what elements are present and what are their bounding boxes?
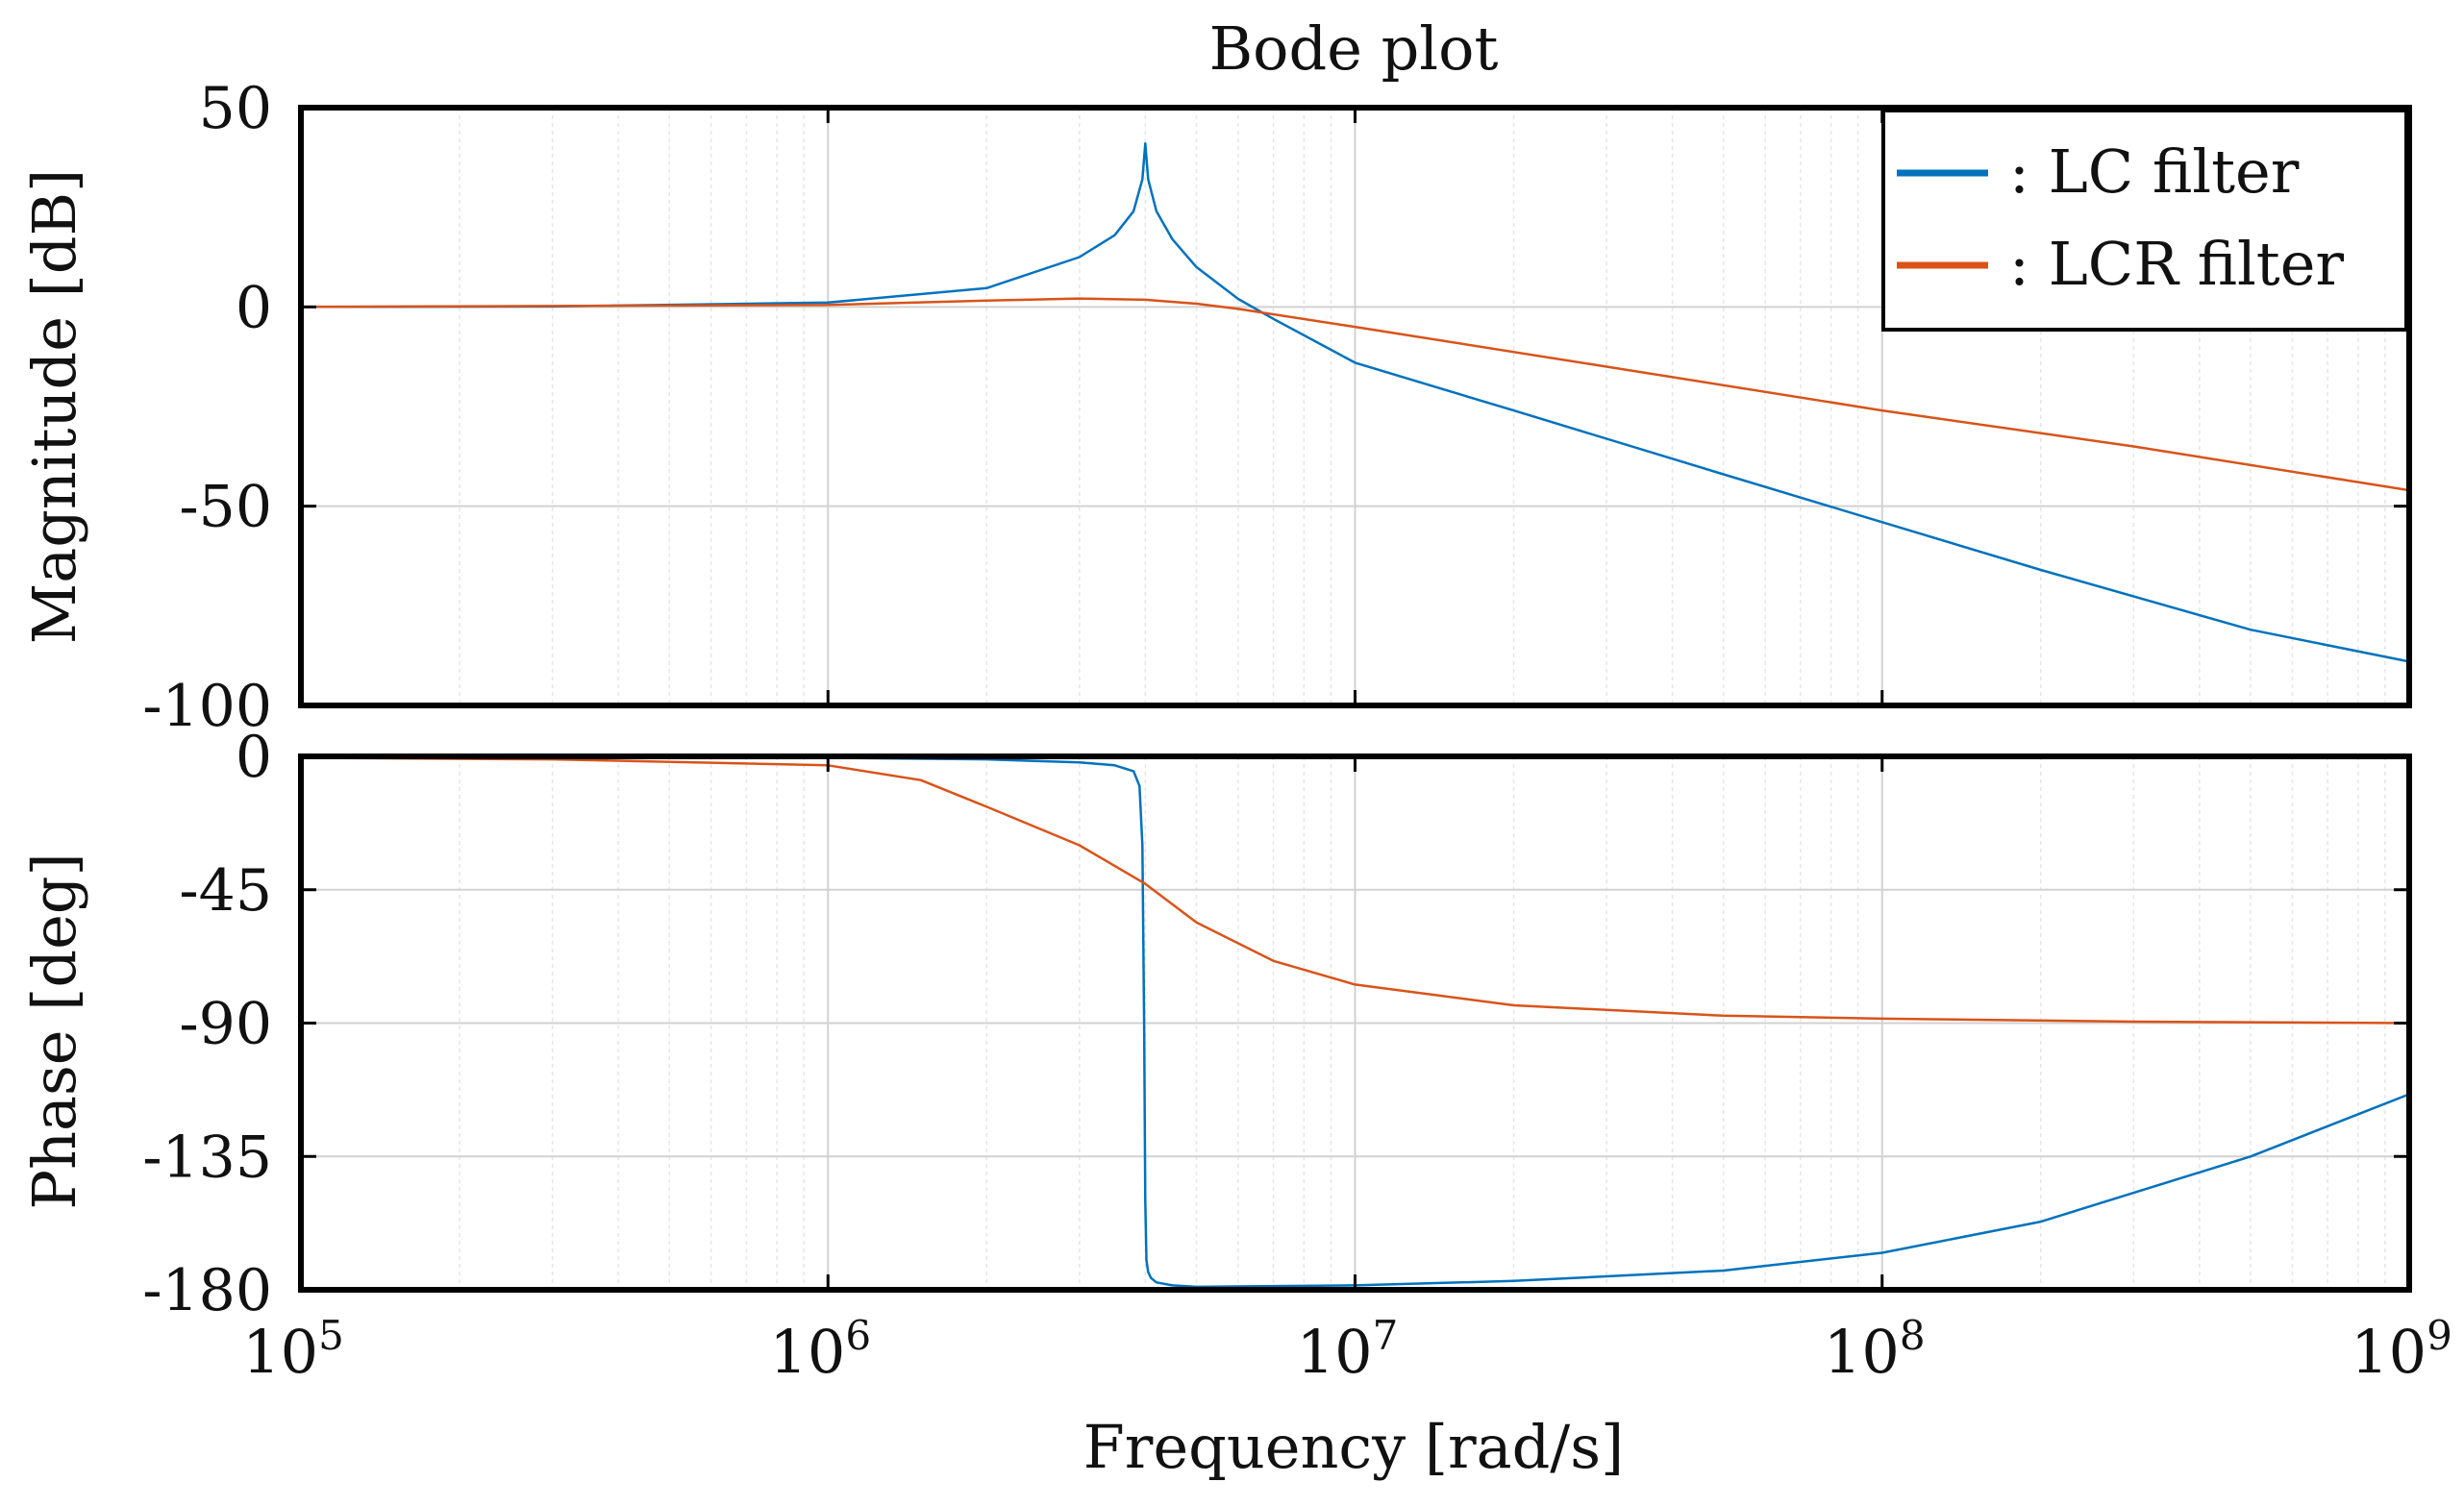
phase-y-tick-label: -135 xyxy=(142,1124,272,1191)
magnitude-y-tick-label: -100 xyxy=(142,673,272,740)
x-tick-label: 108 xyxy=(1824,1312,1926,1387)
phase-curves xyxy=(299,754,2411,1289)
phase-y-tick-label: -90 xyxy=(179,991,272,1058)
magnitude-axis-label: Magnitude [dB] xyxy=(19,169,89,644)
magnitude-y-tick-label: 50 xyxy=(199,75,272,142)
phase-y-tick-label: -180 xyxy=(142,1257,272,1324)
phase-series-lc xyxy=(299,754,2411,1289)
x-tick-label: 106 xyxy=(769,1312,871,1387)
phase-series-lcr xyxy=(299,756,2411,1025)
legend-label-lcr: : LCR filter xyxy=(2009,229,2344,299)
phase-axis-label: Phase [deg] xyxy=(19,852,89,1209)
legend-box xyxy=(1881,109,2408,332)
chart-title: Bode plot xyxy=(1209,13,1499,84)
x-axis-ticks: 105 106 107 108 109 xyxy=(242,108,2452,1387)
magnitude-y-tick-label: -50 xyxy=(179,474,272,541)
legend: : LC filter : LCR filter xyxy=(1881,109,2408,332)
magnitude-y-ticks: 50 0 -50 -100 xyxy=(142,75,2409,740)
x-axis-label: Frequency [rad/s] xyxy=(1083,1412,1624,1482)
magnitude-y-tick-label: 0 xyxy=(236,274,272,341)
magnitude-panel: 50 0 -50 -100 Magnitude [dB] : LC filter : … xyxy=(19,75,2412,740)
phase-y-tick-label: -45 xyxy=(179,857,272,925)
magnitude-series-lc xyxy=(299,142,2411,663)
legend-label-lc: : LC filter xyxy=(2009,136,2300,207)
x-tick-label: 109 xyxy=(2351,1312,2452,1387)
phase-y-tick-label: 0 xyxy=(236,724,272,791)
phase-panel: 0 -45 -90 -135 -180 Phase [deg] xyxy=(19,724,2412,1324)
phase-grid xyxy=(301,756,2409,1290)
x-tick-label: 105 xyxy=(242,1312,344,1387)
magnitude-curves xyxy=(299,142,2411,663)
magnitude-series-lcr xyxy=(299,297,2411,492)
x-tick-label: 107 xyxy=(1297,1312,1399,1387)
phase-y-ticks: 0 -45 -90 -135 -180 xyxy=(142,724,2409,1324)
